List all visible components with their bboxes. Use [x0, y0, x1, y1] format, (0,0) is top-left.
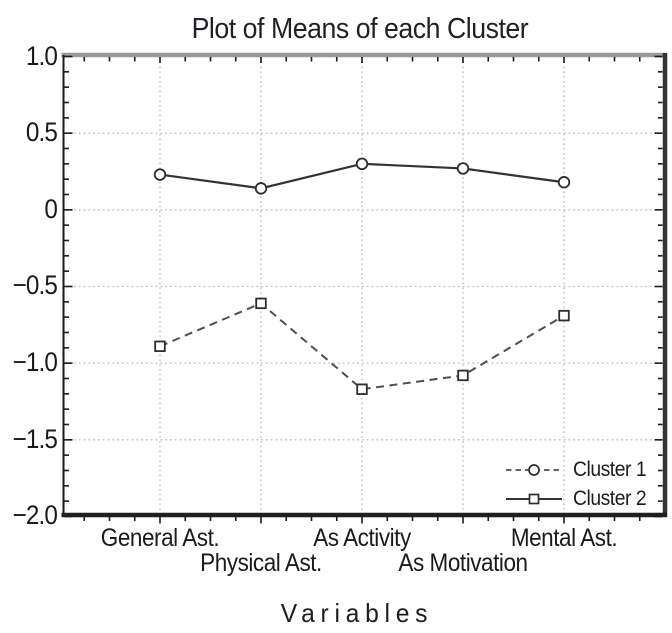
- data-point-marker-square: [255, 297, 267, 310]
- x-axis-title: Variables: [280, 598, 434, 628]
- data-point-marker-circle: [456, 162, 470, 175]
- legend-marker-square: [528, 493, 540, 504]
- x-category-label: General Ast.: [100, 524, 220, 552]
- y-tick-label: −1.5: [12, 423, 58, 454]
- data-point-marker-square: [558, 309, 570, 322]
- y-tick-label: −0.5: [12, 270, 58, 301]
- x-category-label: Mental Ast.: [510, 524, 618, 552]
- data-point-marker-circle: [557, 176, 571, 189]
- data-point-marker-square: [457, 369, 469, 382]
- x-category-label: As Activity: [313, 524, 411, 552]
- y-tick-label: 1.0: [25, 40, 58, 71]
- data-point-marker-circle: [254, 182, 268, 195]
- chart-title: Plot of Means of each Cluster: [191, 13, 529, 45]
- legend-item: Cluster 1: [505, 456, 653, 484]
- x-category-label: Physical Ast.: [200, 549, 322, 577]
- x-category-label: As Motivation: [398, 549, 528, 577]
- data-point-marker-square: [154, 340, 166, 352]
- data-point-marker-square: [356, 383, 368, 395]
- legend-line-sample: [506, 464, 562, 476]
- y-tick-label: −1.0: [12, 347, 58, 378]
- legend-label: Cluster 2: [573, 486, 647, 510]
- legend-line-sample: [506, 493, 562, 504]
- series-line-cluster-2: [159, 302, 565, 391]
- y-tick-label: 0.5: [25, 117, 58, 148]
- data-point-marker-circle: [153, 168, 167, 181]
- legend-label: Cluster 1: [573, 458, 647, 481]
- legend-item: Cluster 2: [505, 485, 653, 513]
- y-tick-label: −2.0: [12, 500, 58, 531]
- y-tick-label: 0: [44, 193, 58, 224]
- data-point-marker-circle: [355, 157, 369, 171]
- legend-marker-circle: [528, 464, 540, 476]
